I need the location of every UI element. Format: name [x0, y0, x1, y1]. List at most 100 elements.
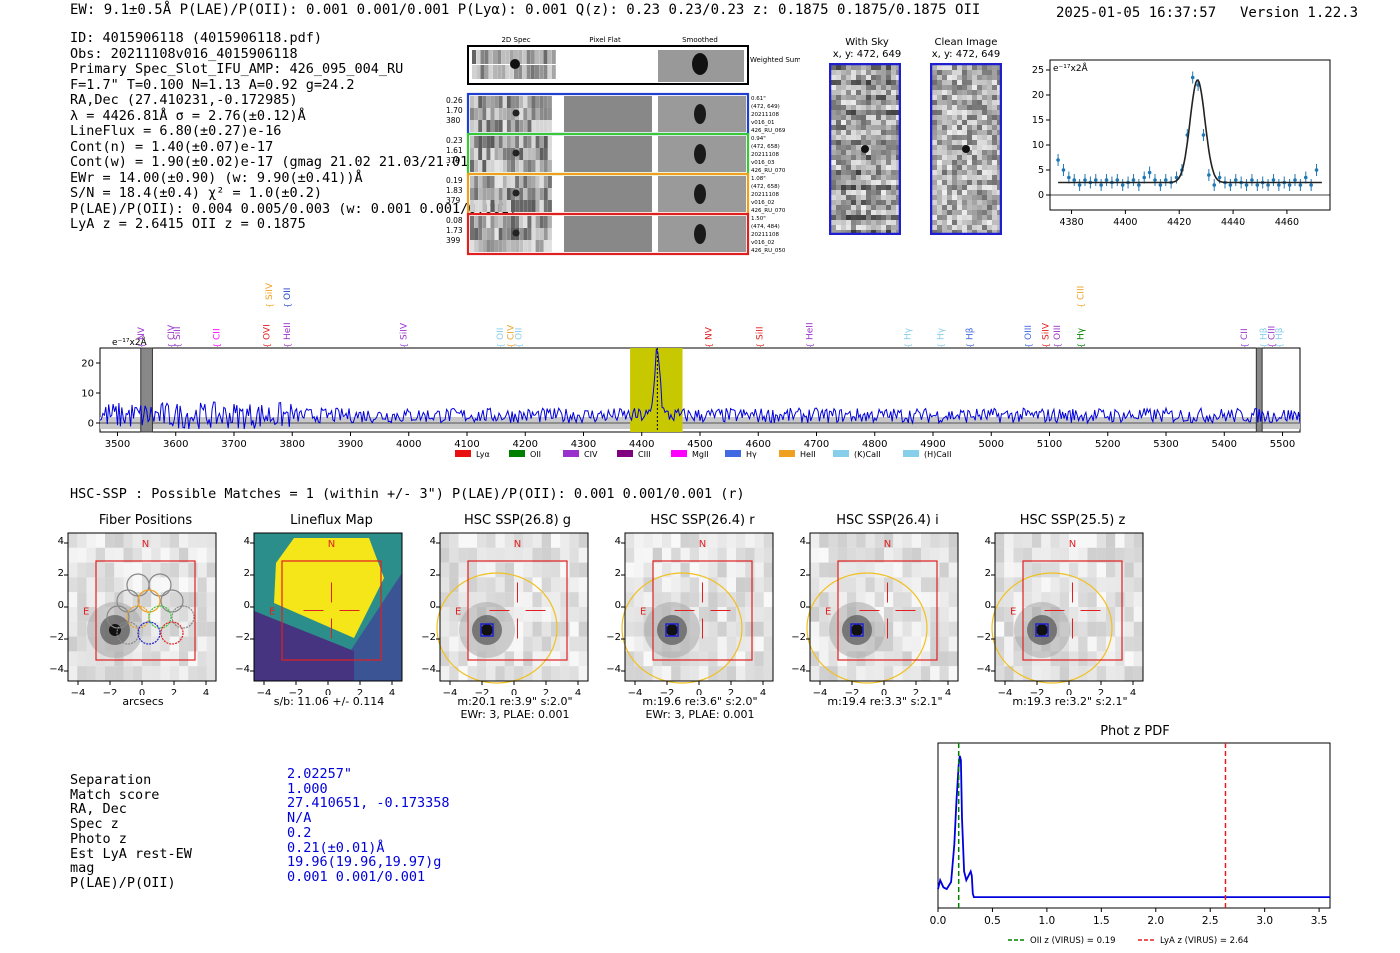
panel-ytick: 4	[614, 536, 621, 547]
panel-caption: m:19.6 re:3.6" s:2.0"	[642, 695, 758, 708]
cutout-left-value: 0.08	[446, 216, 463, 225]
fiber-circle	[116, 621, 140, 645]
panel-ytick: −4	[421, 664, 436, 675]
legend-swatch	[509, 450, 525, 457]
photz-pdf-plot: 0.0 0.5 1.0 1.5 2.0 2.5 3.0 3.5 OII z (VIRUS) = …	[930, 742, 1331, 946]
fit-xtick: 4420	[1167, 217, 1191, 228]
panel-xtick: −2	[475, 688, 490, 695]
spec-xtick: 4100	[454, 439, 479, 450]
fiber-circle	[148, 605, 172, 629]
line-mark-label: CIV	[507, 324, 517, 340]
panel-caption: arcsecs	[122, 695, 164, 708]
line-mark-brace: {	[755, 343, 764, 348]
spec-xtick: 3600	[163, 439, 188, 450]
panel-image: N E −4 −2 0 2 4	[806, 532, 959, 695]
cutout-right-value: v016_02	[751, 240, 775, 246]
line-mark-brace: {	[173, 343, 182, 348]
fit-ytick: 10	[1032, 140, 1044, 151]
cutout-right-value: (474, 484)	[751, 224, 780, 230]
spec-xtick: 3800	[280, 439, 305, 450]
spec-ytick: 0	[88, 419, 94, 430]
line-mark-label: OII	[496, 328, 506, 340]
search-box	[467, 560, 568, 661]
line-mark-brace: {	[399, 343, 408, 348]
version-label: Version 1.22.3	[1240, 5, 1359, 21]
north-label: N	[1069, 539, 1076, 550]
panel-xtick: 0	[696, 688, 702, 695]
panel-image: N E −4 −2 0 2 4	[64, 532, 217, 695]
panel-image: N E −4 −2 0 2 4	[621, 532, 774, 695]
cutout-right-value: 1.50"	[751, 216, 766, 222]
with-sky-image	[829, 63, 901, 235]
cutout-left-value: 0.19	[446, 176, 463, 185]
panel-xtick: −4	[628, 688, 643, 695]
panel-xtick: −2	[845, 688, 860, 695]
cutout-left-value: 379	[446, 156, 461, 165]
legend-label: OII	[530, 450, 541, 459]
cutout-left-value: 0.26	[446, 96, 463, 105]
line-mark-brace: {	[966, 343, 975, 348]
pdf-curve	[937, 755, 1330, 898]
match-label: Match score	[70, 786, 160, 803]
panel-ytick: 0	[799, 600, 806, 611]
cutout-right-value: v016_01	[751, 120, 775, 126]
match-value: 19.96(19.96,19.97)g	[287, 854, 442, 871]
match-label: P(LAE)/P(OII)	[70, 874, 176, 891]
line-mark-label: SiIV	[399, 322, 409, 340]
pdf-xtick: 1.5	[1093, 915, 1110, 927]
panel-ytick: −2	[976, 632, 991, 643]
legend-label: MgII	[692, 450, 709, 459]
fit-point	[1287, 183, 1292, 187]
cutout-right-value: 20211108	[751, 152, 779, 158]
east-label: E	[455, 607, 461, 618]
legend-label: CIII	[638, 450, 651, 459]
pdf-xtick: 3.5	[1311, 915, 1328, 927]
cutout-right-value: 426_RU_070	[751, 208, 786, 214]
info-line: Cont(w) = 1.90(±0.02)e-17 (gmag 21.02 21…	[70, 154, 477, 170]
line-mark-label: HeII	[806, 322, 816, 340]
panel-xtick: 4	[575, 688, 581, 695]
spectra-cutouts: 2D Spec Pixel Flat Smoothed Weighted Sum…	[440, 32, 801, 257]
panel-xtick: 0	[511, 688, 517, 695]
line-mark-label: Hβ	[966, 327, 976, 340]
fit-point	[1190, 75, 1195, 80]
pdf-xtick: 3.0	[1256, 915, 1273, 927]
fit-point	[1174, 175, 1179, 180]
cutout-right-value: 0.94"	[751, 136, 766, 142]
match-values: 2.02257" 1.000 27.410651, -0.173358 N/A 0.2 0…	[287, 767, 450, 885]
info-line: EWr = 14.00(±0.90) (w: 9.90(±0.41))Å	[70, 169, 363, 186]
fit-point	[1147, 170, 1152, 175]
cutout-right-value: 426_RU_069	[751, 128, 786, 134]
cutout-right-value: 426_RU_050	[751, 248, 786, 254]
source-box	[480, 623, 494, 637]
east-label: E	[1010, 607, 1016, 618]
spec-xtick: 4600	[746, 439, 771, 450]
line-mark-brace: {	[1053, 343, 1062, 348]
spec-unit-label: e⁻¹⁷x2Å	[112, 336, 148, 348]
panel-xtick: 0	[881, 688, 887, 695]
fit-ytick: 15	[1032, 115, 1044, 126]
line-mark-label: SiII	[173, 326, 183, 340]
line-mark-label: NV	[705, 326, 715, 340]
info-line: S/N = 18.4(±0.4) χ² = 1.0(±0.2)	[70, 185, 322, 201]
line-mark-label: Hβ	[1275, 327, 1285, 340]
panel-ytick: 4	[429, 536, 436, 547]
legend-label: (H)CaII	[924, 450, 951, 459]
panel-ytick: 4	[799, 536, 806, 547]
photz-title: Phot z PDF	[1100, 724, 1170, 739]
spec-xtick: 5300	[1153, 439, 1178, 450]
search-box	[837, 560, 938, 661]
fit-point	[1228, 183, 1233, 187]
line-mark-brace: {	[283, 303, 292, 308]
fit-xtick: 4460	[1275, 217, 1299, 228]
panel-caption: EWr: 3, PLAE: 0.001	[645, 708, 755, 721]
cutout-left-value: 380	[446, 116, 461, 125]
line-mark-brace: {	[1076, 343, 1085, 348]
cutout-right-value: 20211108	[751, 192, 779, 198]
source-blob	[861, 145, 869, 153]
with-sky-label: With Sky	[845, 37, 889, 48]
panel-xtick: 4	[203, 688, 209, 695]
panel-ytick: 2	[243, 568, 250, 579]
